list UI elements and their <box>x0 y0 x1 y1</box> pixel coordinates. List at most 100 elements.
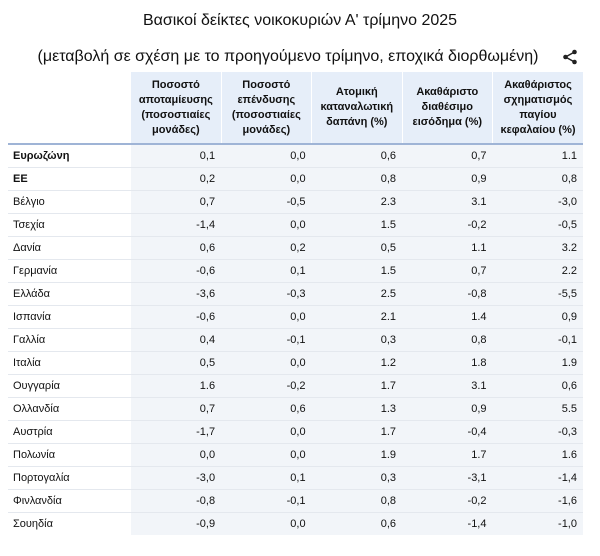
table-cell: 5.5 <box>492 397 583 421</box>
table-cell: -1,4 <box>130 213 222 237</box>
row-country-name: Πολωνία <box>8 443 131 467</box>
table-row: ΕΕ 0,2 0,0 0,8 0,9 0,8 <box>8 167 583 191</box>
table-cell: 1.7 <box>402 443 493 467</box>
table-cell: 0,4 <box>130 328 222 352</box>
table-cell: 1.9 <box>311 443 403 467</box>
column-header-consumption[interactable]: Ατομική καταναλωτική δαπάνη (%) <box>311 72 403 144</box>
row-country-name: Αυστρία <box>8 420 131 444</box>
table-cell: 0,8 <box>311 167 403 191</box>
row-country-name: Βέλγιο <box>8 190 131 214</box>
table-cell: 1.7 <box>311 420 403 444</box>
table-cell: 0,8 <box>402 328 493 352</box>
row-country-name: Δανία <box>8 236 131 260</box>
row-country-name: Ισπανία <box>8 305 131 329</box>
table-cell: 0,0 <box>221 167 312 191</box>
table-cell: 0,0 <box>221 443 312 467</box>
row-country-name: Πορτογαλία <box>8 466 131 490</box>
table-cell: 0,3 <box>311 466 403 490</box>
table-cell: -0,6 <box>130 305 222 329</box>
table-cell: 3.1 <box>402 190 493 214</box>
table-cell: 0,6 <box>311 512 403 535</box>
row-country-name: Ουγγαρία <box>8 374 131 398</box>
table-cell: -3,0 <box>130 466 222 490</box>
column-header-disposable-income[interactable]: Ακαθάριστο διαθέσιμο εισόδημα (%) <box>401 72 493 144</box>
table-cell: 2.1 <box>311 305 403 329</box>
table-row: Ελλάδα -3,6 -0,3 2.5 -0,8 -5,5 <box>8 282 583 306</box>
table-cell: 2.2 <box>492 259 583 283</box>
table-cell: -0,4 <box>402 420 493 444</box>
table-cell: 1.8 <box>402 351 493 375</box>
row-country-name: Ιταλία <box>8 351 131 375</box>
table-cell: 1.6 <box>492 443 583 467</box>
table-cell: -1,6 <box>492 489 583 513</box>
table-cell: -0,1 <box>221 489 312 513</box>
table-cell: -0,1 <box>221 328 312 352</box>
table-row: Δανία 0,6 0,2 0,5 1.1 3.2 <box>8 236 583 260</box>
table-cell: 1.4 <box>402 305 493 329</box>
table-cell: 0,7 <box>402 259 493 283</box>
table-cell: 0,0 <box>130 443 222 467</box>
table-cell: -3,6 <box>130 282 222 306</box>
table-cell: 0,7 <box>402 144 493 168</box>
table-cell: -5,5 <box>492 282 583 306</box>
table-cell: -0,9 <box>130 512 222 535</box>
table-cell: 0,1 <box>221 466 312 490</box>
table-cell: 0,9 <box>402 397 493 421</box>
table-cell: -0,1 <box>492 328 583 352</box>
table-body: Ευρωζώνη 0,1 0,0 0,6 0,7 1.1 ΕΕ 0,2 0,0 0,8 0,9 0,8… <box>8 144 583 535</box>
table-cell: -1,4 <box>492 466 583 490</box>
table-cell: 0,6 <box>311 144 403 168</box>
table-cell: 0,8 <box>492 167 583 191</box>
row-country-name: Ελλάδα <box>8 282 131 306</box>
table-row: Σουηδία -0,9 0,0 0,6 -1,4 -1,0 <box>8 512 583 535</box>
table-cell: 2.5 <box>311 282 403 306</box>
table-cell: 0,1 <box>221 259 312 283</box>
table-title: Βασικοί δείκτες νοικοκυριών Α' τρίμηνο 2… <box>142 12 458 29</box>
table-cell: -0,3 <box>492 420 583 444</box>
subtitle-row: (μεταβολή σε σχέση με το προηγούμενο τρί… <box>0 44 600 70</box>
table-cell: 0,0 <box>221 351 312 375</box>
header-corner <box>8 72 131 144</box>
table-cell: -0,6 <box>130 259 222 283</box>
row-country-name: Φινλανδία <box>8 489 131 513</box>
row-country-name: ΕΕ <box>8 167 131 191</box>
column-header-fixed-capital[interactable]: Ακαθάριστος σχηματισμός παγίου κεφαλαίου… <box>492 72 583 144</box>
table-cell: -0,8 <box>402 282 493 306</box>
table-cell: 0,7 <box>130 190 222 214</box>
table-cell: -1,7 <box>130 420 222 444</box>
table-cell: 0,0 <box>221 512 312 535</box>
table-cell: 1.2 <box>311 351 403 375</box>
table-row: Ολλανδία 0,7 0,6 1.3 0,9 5.5 <box>8 397 583 421</box>
table-cell: -3,1 <box>402 466 493 490</box>
table-cell: 2.3 <box>311 190 403 214</box>
table-row: Τσεχία -1,4 0,0 1.5 -0,2 -0,5 <box>8 213 583 237</box>
table-cell: -0,2 <box>221 374 312 398</box>
table-row: Πολωνία 0,0 0,0 1.9 1.7 1.6 <box>8 443 583 467</box>
table-cell: 0,0 <box>221 420 312 444</box>
table-cell: -3,0 <box>492 190 583 214</box>
table-cell: 0,9 <box>402 167 493 191</box>
table-cell: 0,7 <box>130 397 222 421</box>
table-cell: 1.3 <box>311 397 403 421</box>
table-cell: -0,2 <box>402 489 493 513</box>
table-cell: 1.1 <box>402 236 493 260</box>
table-cell: 1.1 <box>492 144 583 168</box>
column-header-saving-rate[interactable]: Ποσοστό αποταμίευσης (ποσοστιαίες μονάδε… <box>130 72 222 144</box>
table-cell: 0,0 <box>221 213 312 237</box>
column-header-investment-rate[interactable]: Ποσοστό επένδυσης (ποσοστιαίες μονάδες) <box>220 72 312 144</box>
table-cell: 1.5 <box>311 213 403 237</box>
table-row: Βέλγιο 0,7 -0,5 2.3 3.1 -3,0 <box>8 190 583 214</box>
table-row: Ευρωζώνη 0,1 0,0 0,6 0,7 1.1 <box>8 144 583 168</box>
table-cell: 1.6 <box>130 374 222 398</box>
share-icon[interactable] <box>562 49 578 65</box>
table-row: Ουγγαρία 1.6 -0,2 1.7 3.1 0,6 <box>8 374 583 398</box>
table-row: Πορτογαλία -3,0 0,1 0,3 -3,1 -1,4 <box>8 466 583 490</box>
table-cell: 0,6 <box>221 397 312 421</box>
row-country-name: Σουηδία <box>8 512 131 535</box>
header-row: Ποσοστό αποταμίευσης (ποσοστιαίες μονάδε… <box>8 72 583 144</box>
table-row: Ισπανία -0,6 0,0 2.1 1.4 0,9 <box>8 305 583 329</box>
table-cell: -0,5 <box>221 190 312 214</box>
table-cell: 3.1 <box>402 374 493 398</box>
table-row: Γερμανία -0,6 0,1 1.5 0,7 2.2 <box>8 259 583 283</box>
table-row: Αυστρία -1,7 0,0 1.7 -0,4 -0,3 <box>8 420 583 444</box>
